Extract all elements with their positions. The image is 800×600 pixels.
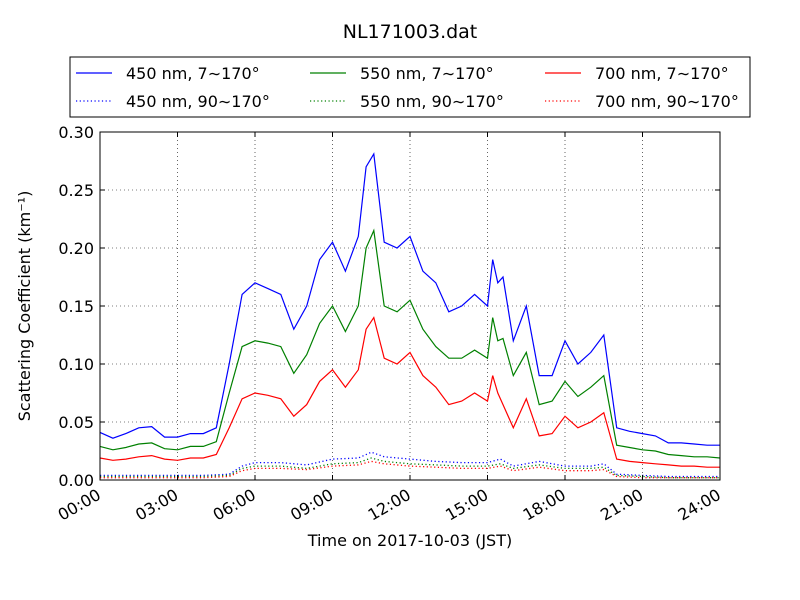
- legend: 450 nm, 7∼170° 550 nm, 7∼170° 700 nm, 7∼17…: [69, 56, 751, 118]
- chart-title: NL171003.dat: [343, 21, 478, 43]
- x-tick-label: 18:00: [520, 485, 569, 525]
- y-tick-label: 0.30: [58, 123, 94, 142]
- legend-label: 700 nm, 90∼170°: [595, 92, 739, 111]
- y-axis: 0.00 0.05 0.10 0.15 0.20 0.25 0.30: [58, 123, 720, 490]
- x-tick-label: 06:00: [210, 485, 259, 525]
- legend-label: 550 nm, 7∼170°: [360, 64, 494, 83]
- legend-label: 550 nm, 90∼170°: [360, 92, 504, 111]
- legend-label: 450 nm, 90∼170°: [126, 92, 270, 111]
- x-tick-label: 03:00: [132, 485, 181, 525]
- x-tick-label: 15:00: [442, 485, 491, 525]
- series-group: [99, 152, 721, 479]
- x-tick-label: 09:00: [287, 485, 336, 525]
- y-tick-label: 0.20: [58, 239, 94, 258]
- x-tick-label: 21:00: [597, 485, 646, 525]
- y-axis-label: Scattering Coefficient (km⁻¹): [15, 191, 34, 422]
- x-axis: 00:00 03:00 06:00 09:00 12:00 15:00 18:00 21:00…: [55, 132, 724, 525]
- legend-label: 450 nm, 7∼170°: [126, 64, 260, 83]
- series-line: [99, 228, 721, 459]
- x-tick-label: 12:00: [365, 485, 414, 525]
- y-tick-label: 0.00: [58, 471, 94, 490]
- x-tick-label: 24:00: [675, 485, 724, 525]
- grid: [100, 132, 720, 480]
- legend-label: 700 nm, 7∼170°: [595, 64, 729, 83]
- y-tick-label: 0.10: [58, 355, 94, 374]
- series-line: [99, 152, 720, 446]
- series-line: [100, 457, 720, 479]
- y-tick-label: 0.25: [58, 181, 94, 200]
- series-line: [99, 316, 720, 468]
- y-tick-label: 0.15: [58, 297, 94, 316]
- x-axis-label: Time on 2017-10-03 (JST): [307, 531, 512, 550]
- x-tick-label: 00:00: [55, 485, 104, 525]
- y-tick-label: 0.05: [58, 413, 94, 432]
- legend-box: [69, 56, 751, 118]
- series-line: [100, 451, 720, 478]
